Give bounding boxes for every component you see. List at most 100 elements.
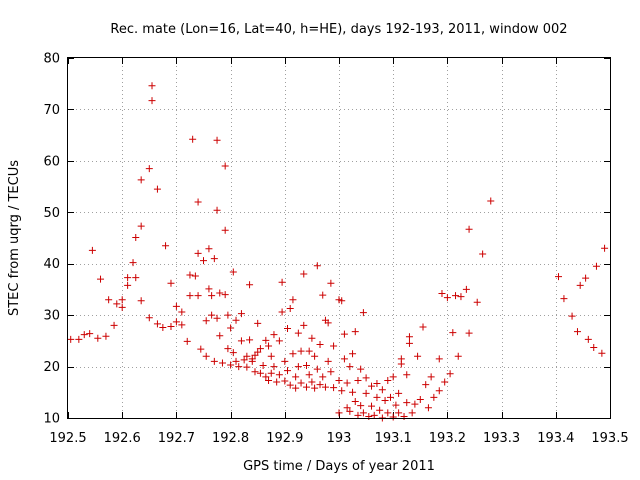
data-point bbox=[194, 249, 202, 257]
chart-title: Rec. mate (Lon=16, Lat=40, h=HE), days 1… bbox=[110, 22, 567, 37]
x-tick-label: 192.7 bbox=[158, 431, 195, 446]
data-point bbox=[381, 397, 389, 405]
data-point bbox=[465, 329, 473, 337]
data-point bbox=[324, 357, 332, 365]
data-point bbox=[313, 365, 321, 373]
data-point bbox=[210, 255, 218, 263]
data-point bbox=[227, 361, 235, 369]
data-point bbox=[573, 328, 581, 336]
data-point bbox=[368, 402, 376, 410]
data-point bbox=[237, 310, 245, 318]
data-point bbox=[454, 352, 462, 360]
data-point bbox=[229, 349, 237, 357]
data-point bbox=[232, 316, 240, 324]
data-point bbox=[213, 136, 221, 144]
data-point bbox=[598, 349, 606, 357]
data-point bbox=[278, 308, 286, 316]
data-point bbox=[294, 329, 302, 337]
data-point bbox=[378, 386, 386, 394]
data-point bbox=[327, 368, 335, 376]
data-point bbox=[80, 331, 88, 339]
data-point bbox=[132, 274, 140, 282]
data-point bbox=[389, 373, 397, 381]
data-point bbox=[297, 379, 305, 387]
data-point bbox=[321, 383, 329, 391]
data-point bbox=[419, 323, 427, 331]
data-point bbox=[124, 274, 132, 282]
x-tick-label: 193 bbox=[327, 431, 352, 446]
y-tick-label: 20 bbox=[43, 360, 60, 375]
data-point bbox=[338, 297, 346, 305]
data-point bbox=[392, 401, 400, 409]
data-point bbox=[302, 362, 310, 370]
data-point bbox=[286, 381, 294, 389]
data-point bbox=[178, 321, 186, 329]
data-point bbox=[221, 291, 229, 299]
data-point bbox=[129, 259, 137, 267]
data-point bbox=[194, 198, 202, 206]
data-point bbox=[265, 342, 273, 350]
data-point bbox=[251, 368, 259, 376]
data-point bbox=[435, 387, 443, 395]
x-tick-label: 192.5 bbox=[49, 431, 86, 446]
data-point bbox=[67, 335, 75, 343]
data-point bbox=[153, 185, 161, 193]
data-point bbox=[357, 402, 365, 410]
x-tick-label: 193.4 bbox=[537, 431, 574, 446]
data-point bbox=[576, 281, 584, 289]
data-point bbox=[254, 348, 262, 356]
data-point bbox=[273, 378, 281, 386]
data-point bbox=[343, 404, 351, 412]
x-axis-label: GPS time / Days of year 2011 bbox=[243, 459, 435, 474]
data-point bbox=[305, 371, 313, 379]
data-point bbox=[137, 176, 145, 184]
data-point bbox=[452, 292, 460, 300]
data-point bbox=[349, 350, 357, 358]
data-point bbox=[403, 371, 411, 379]
data-point bbox=[376, 406, 384, 414]
data-point bbox=[560, 295, 568, 303]
data-point bbox=[473, 298, 481, 306]
data-point bbox=[395, 409, 403, 417]
y-tick-label: 50 bbox=[43, 206, 60, 221]
data-point bbox=[86, 330, 94, 338]
data-point bbox=[357, 365, 365, 373]
data-point bbox=[284, 367, 292, 375]
data-point bbox=[218, 359, 226, 367]
data-point bbox=[75, 335, 83, 343]
data-point bbox=[256, 345, 264, 353]
data-point bbox=[137, 297, 145, 305]
data-point bbox=[373, 380, 381, 388]
y-axis-label: STEC from uqrg / TECUs bbox=[7, 160, 22, 316]
data-point bbox=[208, 292, 216, 300]
data-point bbox=[262, 336, 270, 344]
data-point bbox=[265, 376, 273, 384]
data-point bbox=[292, 373, 300, 381]
data-point bbox=[229, 268, 237, 276]
data-point bbox=[351, 398, 359, 406]
data-point bbox=[235, 363, 243, 371]
data-point bbox=[424, 404, 432, 412]
data-point bbox=[457, 293, 465, 301]
data-point bbox=[221, 162, 229, 170]
data-point bbox=[359, 309, 367, 317]
data-point bbox=[200, 257, 207, 265]
data-point bbox=[102, 332, 110, 340]
data-point bbox=[97, 275, 105, 283]
data-point bbox=[202, 352, 210, 360]
data-point bbox=[327, 279, 335, 287]
data-point bbox=[397, 360, 405, 368]
data-point bbox=[584, 335, 592, 343]
data-point bbox=[267, 352, 275, 360]
data-point bbox=[311, 352, 319, 360]
data-point bbox=[248, 357, 256, 365]
data-point bbox=[555, 273, 563, 281]
data-points bbox=[67, 82, 609, 422]
data-point bbox=[213, 206, 221, 214]
data-point bbox=[227, 324, 235, 332]
data-point bbox=[246, 336, 254, 344]
data-point bbox=[351, 328, 359, 336]
data-point bbox=[362, 374, 370, 382]
data-point bbox=[153, 320, 161, 328]
data-point bbox=[335, 409, 343, 417]
